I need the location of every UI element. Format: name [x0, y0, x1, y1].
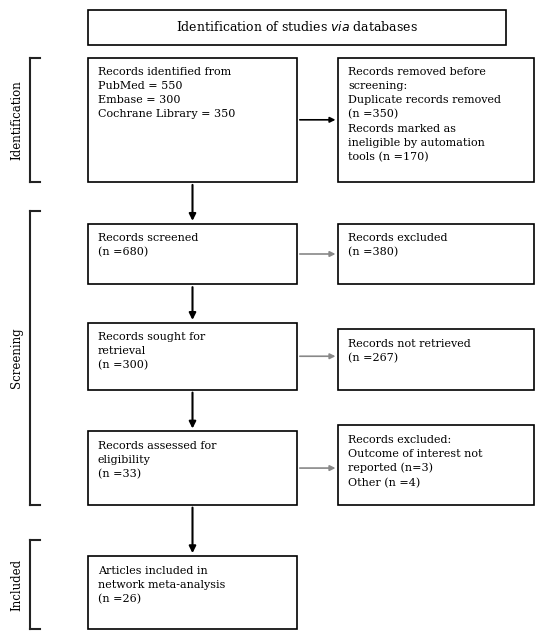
FancyBboxPatch shape	[88, 431, 297, 505]
FancyBboxPatch shape	[338, 425, 534, 505]
Text: Articles included in
network meta-analysis
(n =26): Articles included in network meta-analys…	[98, 566, 226, 604]
FancyBboxPatch shape	[338, 224, 534, 284]
Text: Records not retrieved
(n =267): Records not retrieved (n =267)	[348, 339, 471, 363]
FancyBboxPatch shape	[338, 58, 534, 182]
FancyBboxPatch shape	[88, 58, 297, 182]
Text: Records identified from
PubMed = 550
Embase = 300
Cochrane Library = 350: Records identified from PubMed = 550 Emb…	[98, 67, 235, 119]
FancyBboxPatch shape	[88, 224, 297, 284]
Text: Screening: Screening	[10, 328, 23, 388]
FancyBboxPatch shape	[88, 323, 297, 390]
Text: Identification of studies $\it{via}$ databases: Identification of studies $\it{via}$ dat…	[176, 20, 418, 34]
Text: Records assessed for
eligibility
(n =33): Records assessed for eligibility (n =33)	[98, 441, 216, 479]
Text: Records screened
(n =680): Records screened (n =680)	[98, 233, 198, 258]
FancyBboxPatch shape	[88, 10, 506, 45]
Text: Included: Included	[10, 558, 23, 611]
FancyBboxPatch shape	[88, 556, 297, 629]
Text: Records sought for
retrieval
(n =300): Records sought for retrieval (n =300)	[98, 332, 205, 371]
Text: Records excluded
(n =380): Records excluded (n =380)	[348, 233, 448, 258]
Text: Records excluded:
Outcome of interest not
reported (n=3)
Other (n =4): Records excluded: Outcome of interest no…	[348, 435, 483, 488]
Text: Identification: Identification	[10, 80, 23, 160]
FancyBboxPatch shape	[338, 329, 534, 390]
Text: Records removed before
screening:
Duplicate records removed
(n =350)
Records mar: Records removed before screening: Duplic…	[348, 67, 501, 162]
